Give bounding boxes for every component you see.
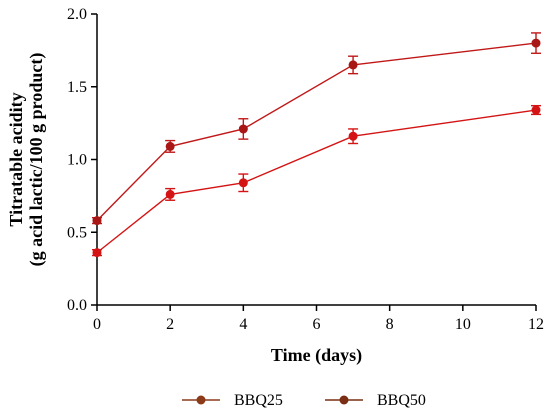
x-tick-label: 12: [528, 316, 544, 333]
data-point: [165, 141, 175, 151]
legend-swatch-marker: [196, 395, 206, 405]
series-BBQ50: [92, 32, 541, 226]
series-line: [96, 109, 537, 254]
data-point: [348, 60, 358, 70]
x-axis-title: Time (days): [271, 345, 362, 366]
data-point: [165, 189, 175, 199]
x-tick-label: 2: [166, 316, 174, 333]
legend-label: BBQ25: [234, 392, 283, 409]
data-point: [238, 178, 248, 188]
y-tick-label: 0.5: [67, 224, 87, 241]
x-tick-label: 4: [239, 316, 247, 333]
x-tick-label: 10: [455, 316, 471, 333]
series-line: [96, 42, 537, 222]
axes: [96, 14, 536, 306]
series-layer: [92, 32, 541, 258]
legend: BBQ25 BBQ50: [182, 392, 426, 409]
data-point: [92, 216, 102, 226]
legend-label: BBQ50: [377, 392, 426, 409]
axis-ticks: 0 2 4 6 8 10 12 0.0 0.5 1.0 1.5 2.0: [67, 6, 544, 333]
y-tick-label: 0.0: [67, 297, 87, 314]
x-tick-label: 8: [386, 316, 394, 333]
x-tick-label: 0: [93, 316, 101, 333]
y-axis-title-line: Titratable acidity: [6, 92, 26, 226]
y-tick-label: 1.0: [67, 152, 87, 169]
data-point: [348, 131, 358, 141]
y-axis-title: Titratable acidity (g acid lactic/100 g p…: [6, 53, 47, 267]
x-tick-label: 6: [313, 316, 321, 333]
y-tick-label: 2.0: [67, 6, 87, 23]
data-point: [531, 38, 541, 48]
data-point: [531, 105, 541, 115]
data-point: [238, 124, 248, 134]
y-tick-label: 1.5: [67, 79, 87, 96]
series-BBQ25: [92, 104, 541, 258]
data-point: [92, 248, 102, 258]
y-axis-title-line: (g acid lactic/100 g product): [26, 53, 47, 267]
legend-swatch-marker: [339, 395, 349, 405]
